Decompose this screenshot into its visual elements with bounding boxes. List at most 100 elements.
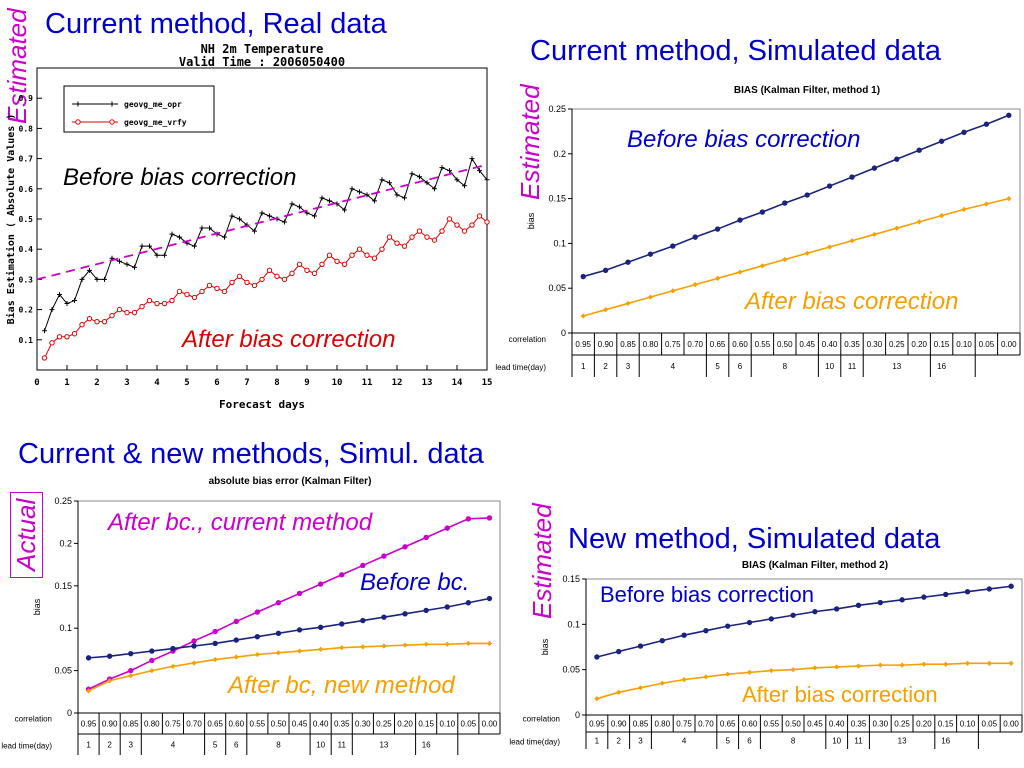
data-point [737,217,743,223]
data-point [834,606,840,612]
data-point [447,168,452,174]
x-tick-label: 7 [244,378,249,388]
correlation-table: 0.95 0.90 0.85 0.80 0.75 0.70 0.65 0.60 0.55 0.50… [495,332,1021,377]
data-point [199,288,205,295]
x-tick-label: 4 [154,378,160,388]
correlation-cell: 0.45 [799,340,815,349]
data-point [790,612,796,618]
x-tick-label: 8 [274,378,279,388]
lead-time-cell: 5 [213,741,218,750]
data-point [281,276,288,283]
x-tick-label: 1 [64,378,69,388]
correlation-cell: 0.90 [598,340,614,349]
correlation-cell: 0.10 [960,720,976,729]
series-line [88,642,490,692]
correlation-cell: 0.60 [742,720,758,729]
data-point [461,228,468,234]
data-point [222,234,227,240]
correlation-cell: 0.30 [873,720,889,729]
data-point [394,240,400,246]
data-point [423,607,429,614]
data-point [961,129,967,135]
correlation-cell: 0.05 [979,340,995,349]
data-point [317,624,324,631]
x-tick-label: 14 [452,378,463,388]
data-point [266,267,273,274]
data-point [360,617,366,624]
data-point [804,192,810,198]
data-point [349,186,355,192]
x-tick-label: 11 [362,378,373,388]
correlation-cell: 0.50 [785,720,801,729]
data-point [594,696,600,702]
data-point [417,174,422,180]
data-point [681,632,687,638]
y-tick-label: 0.05 [548,283,566,293]
legend-marker [109,101,115,107]
correlation-cell: 0.90 [102,720,118,729]
chart-title: absolute bias error (Kalman Filter) [209,476,372,487]
data-point [790,667,796,673]
data-point [57,292,62,297]
correlation-cell: 0.55 [755,340,771,349]
correlation-row-label: correlation [509,335,546,344]
data-point [381,643,387,649]
data-point [139,303,145,310]
data-point [259,210,265,216]
data-point [296,261,303,267]
correlation-cell: 0.80 [655,720,671,729]
y-tick-label: 0.15 [548,194,566,204]
data-point [899,597,905,603]
y-tick-label: 0 [575,710,580,720]
lead-time-row-label: lead time(day) [495,363,546,372]
data-point [446,216,453,222]
data-point [381,553,387,559]
data-point [212,628,218,635]
correlation-cell: 0.05 [461,720,477,729]
data-point [855,663,862,669]
data-point [465,600,472,606]
data-point [275,630,282,636]
lead-time-cell: 1 [86,741,91,750]
data-point [177,234,182,240]
chart-title: BIAS (Kalman Filter, method 1) [734,85,880,96]
legend-marker [75,119,81,125]
legend-marker [109,119,115,125]
legend-label: geovg_me_vrfy [124,118,187,127]
y-tick-label: 0 [561,328,566,338]
correlation-cell: 0.70 [687,340,703,349]
data-point [318,646,324,652]
data-point [476,213,483,219]
y-tick-label: 0.8 [19,124,34,133]
data-point [254,651,260,658]
legend-label: geovg_me_opr [124,100,182,109]
data-point [274,273,280,280]
series-1 [85,595,493,661]
data-point [360,562,366,569]
data-point [454,222,460,228]
series-line [36,163,488,281]
series-line [88,597,490,659]
data-point [371,255,378,261]
data-point [139,243,145,249]
data-point [401,243,408,249]
data-point [312,213,317,219]
data-point [237,216,242,222]
correlation-cell: 0.85 [633,720,649,729]
data-point [983,121,990,127]
data-point [714,226,721,232]
correlation-cell: 0.35 [851,720,867,729]
data-point [477,168,482,174]
lead-time-cell: 4 [682,737,687,746]
y-axis-label: Bias Estimation ( Absolute Values ) [5,114,17,325]
data-point [326,252,333,258]
series-geovg_me_opr [42,156,490,334]
data-point [580,273,586,280]
data-point [56,334,63,340]
data-point [386,234,393,240]
data-point [128,673,134,679]
data-point [259,276,265,283]
data-point [894,225,900,231]
data-point [670,243,676,249]
data-point [49,307,55,313]
